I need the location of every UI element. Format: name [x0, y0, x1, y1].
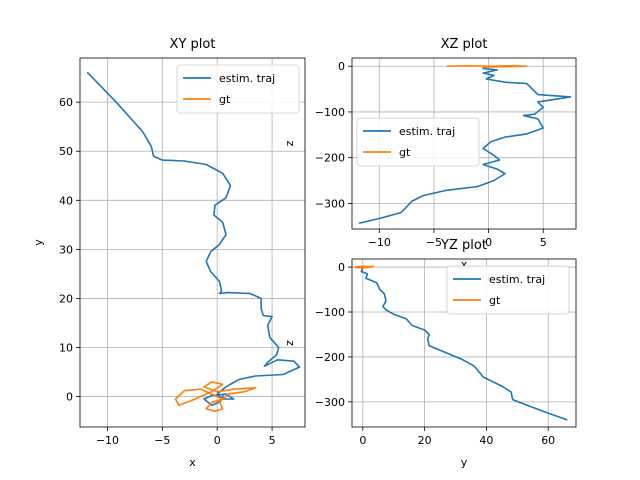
- y-tick-label: 40: [59, 194, 73, 207]
- x-axis-label: x: [189, 456, 196, 469]
- plot-frame: [351, 57, 577, 230]
- legend-box: [356, 117, 480, 167]
- x-tick-label: −5: [154, 434, 170, 447]
- plot-frame: [79, 57, 306, 428]
- y-tick-label: −200: [315, 152, 345, 165]
- legend-label: gt: [219, 93, 231, 106]
- y-tick-label: 20: [59, 292, 73, 305]
- chart-title: XZ plot: [441, 37, 488, 52]
- y-axis-label: z: [283, 340, 296, 346]
- legend-label: estim. traj: [219, 72, 275, 85]
- series-line-gt: [446, 65, 528, 68]
- legend-box: [446, 265, 570, 315]
- series-line-gt: [174, 381, 257, 413]
- legend-label: estim. traj: [399, 125, 455, 138]
- legend-label: gt: [489, 294, 501, 307]
- x-tick-label: 40: [479, 434, 493, 447]
- subplot-1: −10 −5 0 5 0 −100 −200 −300 XZ plot x z estim. traj…: [283, 37, 577, 271]
- plot-frame: [351, 258, 577, 428]
- x-axis-label: y: [461, 456, 468, 469]
- chart-title: YZ plot: [440, 238, 487, 253]
- y-tick-label: 30: [59, 243, 73, 256]
- series-line-estim-traj: [360, 266, 568, 421]
- x-tick-label: −5: [426, 236, 442, 249]
- x-tick-label: 60: [541, 434, 555, 447]
- series-line-gt: [354, 265, 375, 269]
- y-tick-label: 0: [338, 261, 345, 274]
- series-line-estim-traj: [358, 65, 572, 224]
- x-tick-label: 5: [269, 434, 276, 447]
- legend: estim. traj gt: [176, 64, 300, 114]
- y-tick-label: 0: [66, 391, 73, 404]
- x-tick-label: 0: [214, 434, 221, 447]
- x-tick-label: 20: [418, 434, 432, 447]
- y-axis-label: z: [283, 140, 296, 146]
- y-axis-label: y: [32, 239, 45, 246]
- y-tick-label: −200: [315, 351, 345, 364]
- x-tick-label: 0: [485, 236, 492, 249]
- x-tick-label: −10: [368, 236, 391, 249]
- x-tick-label: 0: [359, 434, 366, 447]
- y-tick-label: −300: [315, 396, 345, 409]
- series-line-estim-traj: [86, 71, 301, 407]
- legend-label: estim. traj: [489, 273, 545, 286]
- y-tick-label: 10: [59, 342, 73, 355]
- legend-box: [176, 64, 300, 114]
- x-tick-label: 5: [540, 236, 547, 249]
- y-tick-label: −100: [315, 106, 345, 119]
- y-tick-label: −100: [315, 306, 345, 319]
- legend: estim. traj gt: [356, 117, 480, 167]
- y-tick-label: 60: [59, 96, 73, 109]
- y-tick-label: 50: [59, 145, 73, 158]
- x-tick-label: −10: [96, 434, 119, 447]
- legend-label: gt: [399, 146, 411, 159]
- chart-title: XY plot: [170, 37, 216, 52]
- x-axis-label: x: [461, 258, 468, 271]
- y-tick-label: −300: [315, 197, 345, 210]
- legend: estim. traj gt: [446, 265, 570, 315]
- y-tick-label: 0: [338, 60, 345, 73]
